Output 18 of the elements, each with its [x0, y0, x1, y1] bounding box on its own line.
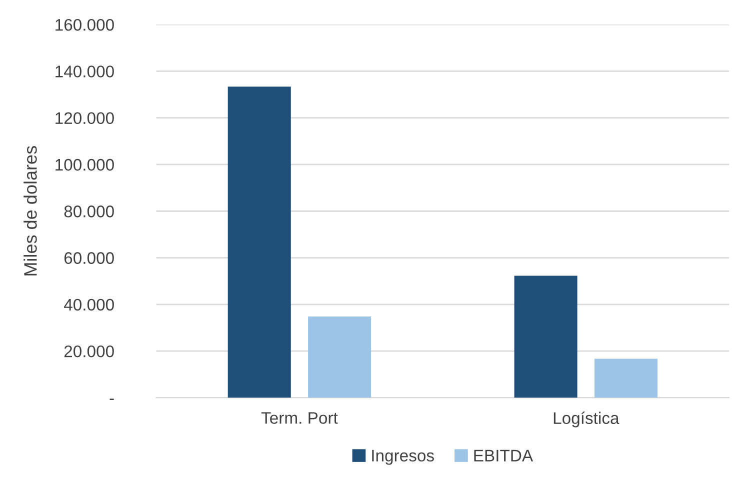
bar	[228, 86, 291, 398]
x-tick-label: Logística	[554, 412, 620, 428]
y-tick-label: 80.000	[64, 206, 114, 218]
y-axis-title: Miles de dolares	[24, 146, 37, 276]
legend-label: EBITDA	[474, 450, 534, 462]
y-tick-label: 20.000	[64, 345, 114, 358]
bar	[308, 316, 372, 398]
y-tick-label: 120.000	[56, 112, 114, 124]
y-tick-label: -	[110, 398, 114, 400]
y-tick-label: 160.000	[56, 18, 114, 31]
y-tick-label: 40.000	[64, 298, 114, 311]
y-tick-label: 100.000	[56, 158, 114, 171]
bar	[594, 358, 658, 398]
y-tick-label: 60.000	[64, 252, 114, 264]
legend-label: Ingresos	[372, 450, 434, 465]
bar	[514, 276, 578, 398]
y-tick-label: 140.000	[56, 66, 114, 78]
x-tick-label: Term. Port	[261, 412, 338, 424]
